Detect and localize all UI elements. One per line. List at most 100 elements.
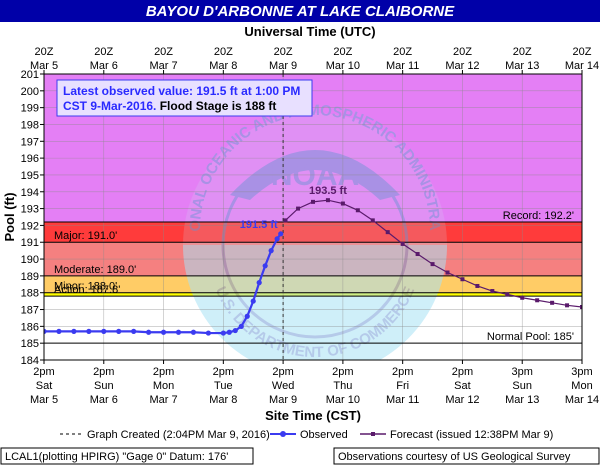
legend-forecast: Forecast (issued 12:38PM Mar 9): [390, 429, 553, 441]
y-tick-label: 201: [21, 69, 39, 81]
top-axis: 20Z Mar 5 20Z Mar 6 20Z Mar 7 20Z Mar 8 20Z Mar 9…: [30, 46, 599, 74]
top-tick-time: 20Z: [154, 46, 173, 58]
observed-point: [238, 323, 244, 329]
bottom-tick-label: Sun: [512, 380, 532, 392]
observed-point: [205, 330, 211, 336]
top-tick-date: Mar 7: [149, 60, 177, 72]
footer: LCAL1(plotting HPIRG) "Gage 0" Datum: 17…: [0, 447, 600, 465]
top-tick-time: 20Z: [333, 46, 352, 58]
top-tick-time: 20Z: [513, 46, 532, 58]
observed-point: [86, 328, 92, 334]
observed-point: [256, 280, 262, 286]
bottom-tick-label: Mar 6: [90, 394, 118, 406]
forecast-point: [325, 198, 330, 203]
top-tick-date: Mar 13: [505, 60, 539, 72]
bottom-tick-label: Mar 10: [326, 394, 360, 406]
forecast-point: [283, 218, 288, 223]
bottom-tick-label: 2pm: [272, 366, 293, 378]
top-tick-time: 20Z: [453, 46, 472, 58]
observed-point: [160, 329, 167, 335]
top-tick-time: 20Z: [35, 46, 54, 58]
top-tick-time: 20Z: [393, 46, 412, 58]
bottom-tick-label: 3pm: [512, 366, 533, 378]
top-tick-time: 20Z: [214, 46, 233, 58]
top-tick-date: Mar 5: [30, 60, 58, 72]
y-tick-label: 192: [21, 220, 39, 232]
plot-frame: [43, 73, 583, 361]
forecast-point: [445, 270, 450, 275]
series-layer: [44, 198, 582, 336]
y-tick-label: 196: [21, 153, 39, 165]
bottom-tick-label: Mar 13: [505, 394, 539, 406]
bottom-axis: 2pm Sat Mar 5 2pm Sun Mar 6 2pm Mon Mar 7 2pm Tue M…: [30, 360, 599, 406]
stage-label: Action: 187.8': [54, 284, 120, 296]
latest-observation-box: Latest observed value: 191.5 ft at 1:00 …: [56, 79, 313, 117]
forecast-point: [520, 295, 525, 300]
bottom-tick-label: Mar 8: [209, 394, 237, 406]
observed-point: [116, 328, 122, 334]
bottom-tick-label: Mar 14: [565, 394, 599, 406]
forecast-point: [550, 300, 555, 305]
info-line-2-date: CST 9-Mar-2016.: [63, 99, 156, 113]
forecast-point: [430, 262, 435, 267]
bottom-tick-label: 2pm: [93, 366, 114, 378]
observed-point: [146, 329, 152, 335]
bottom-tick-label: Thu: [333, 380, 352, 392]
y-axis-label: Pool (ft): [2, 192, 17, 241]
top-tick-time: 20Z: [274, 46, 293, 58]
forecast-point: [400, 241, 405, 246]
y-tick-label: 188: [21, 288, 39, 300]
bottom-tick-label: Mon: [153, 380, 174, 392]
observed-point: [268, 248, 274, 254]
stage-label: Record: 192.2': [503, 210, 574, 222]
top-tick-time: 20Z: [573, 46, 592, 58]
watermark-center: NOAA: [271, 159, 359, 192]
forecast-point: [355, 208, 360, 213]
top-tick-date: Mar 14: [565, 60, 599, 72]
peak-annotation: 193.5 ft: [309, 185, 347, 197]
observed-point: [278, 231, 284, 237]
y-tick-label: 200: [21, 86, 39, 98]
observed-point: [101, 328, 107, 334]
top-tick-date: Mar 9: [269, 60, 297, 72]
stage-label: Normal Pool: 185': [487, 331, 574, 343]
forecast-point: [311, 199, 315, 204]
bottom-tick-label: Fri: [396, 380, 409, 392]
y-tick-label: 193: [21, 204, 39, 216]
bottom-tick-label: Mar 7: [149, 394, 177, 406]
top-axis-title: Universal Time (UTC): [244, 24, 375, 39]
y-tick-label: 195: [21, 170, 39, 182]
bottom-tick-label: Mar 12: [445, 394, 479, 406]
x-axis-label: Site Time (CST): [265, 408, 361, 423]
y-tick-label: 191: [21, 237, 39, 249]
legend-observed-dot: [280, 431, 286, 437]
y-tick-label: 187: [21, 305, 39, 317]
observed-point: [244, 313, 250, 319]
legend-forecast-marker: [371, 432, 375, 436]
band-major: [44, 222, 582, 243]
top-tick-date: Mar 8: [209, 60, 237, 72]
top-tick-date: Mar 10: [326, 60, 360, 72]
observed-point: [175, 329, 182, 335]
bottom-tick-label: Wed: [272, 380, 294, 392]
bottom-tick-label: 2pm: [153, 366, 174, 378]
top-tick-time: 20Z: [94, 46, 113, 58]
observed-point: [220, 330, 226, 336]
bottom-tick-label: Mar 11: [386, 394, 419, 406]
bottom-tick-label: Sat: [454, 380, 471, 392]
y-tick-label: 197: [21, 136, 39, 148]
stage-label: Minor: 188.0': [54, 281, 117, 293]
top-tick-date: Mar 12: [445, 60, 479, 72]
bottom-tick-label: 2pm: [332, 366, 353, 378]
top-tick-date: Mar 11: [386, 60, 419, 72]
bottom-tick-label: 2pm: [392, 366, 413, 378]
chart-title: BAYOU D'ARBONNE AT LAKE CLAIBORNE: [146, 3, 455, 20]
bottom-tick-label: 2pm: [213, 366, 234, 378]
info-line-1: Latest observed value: 191.5 ft at 1:00 …: [63, 84, 300, 98]
y-tick-label: 185: [21, 338, 39, 350]
bottom-tick-label: 2pm: [33, 366, 54, 378]
forecast-point: [296, 206, 301, 211]
bottom-tick-label: 3pm: [571, 366, 592, 378]
observed-point: [190, 329, 197, 335]
